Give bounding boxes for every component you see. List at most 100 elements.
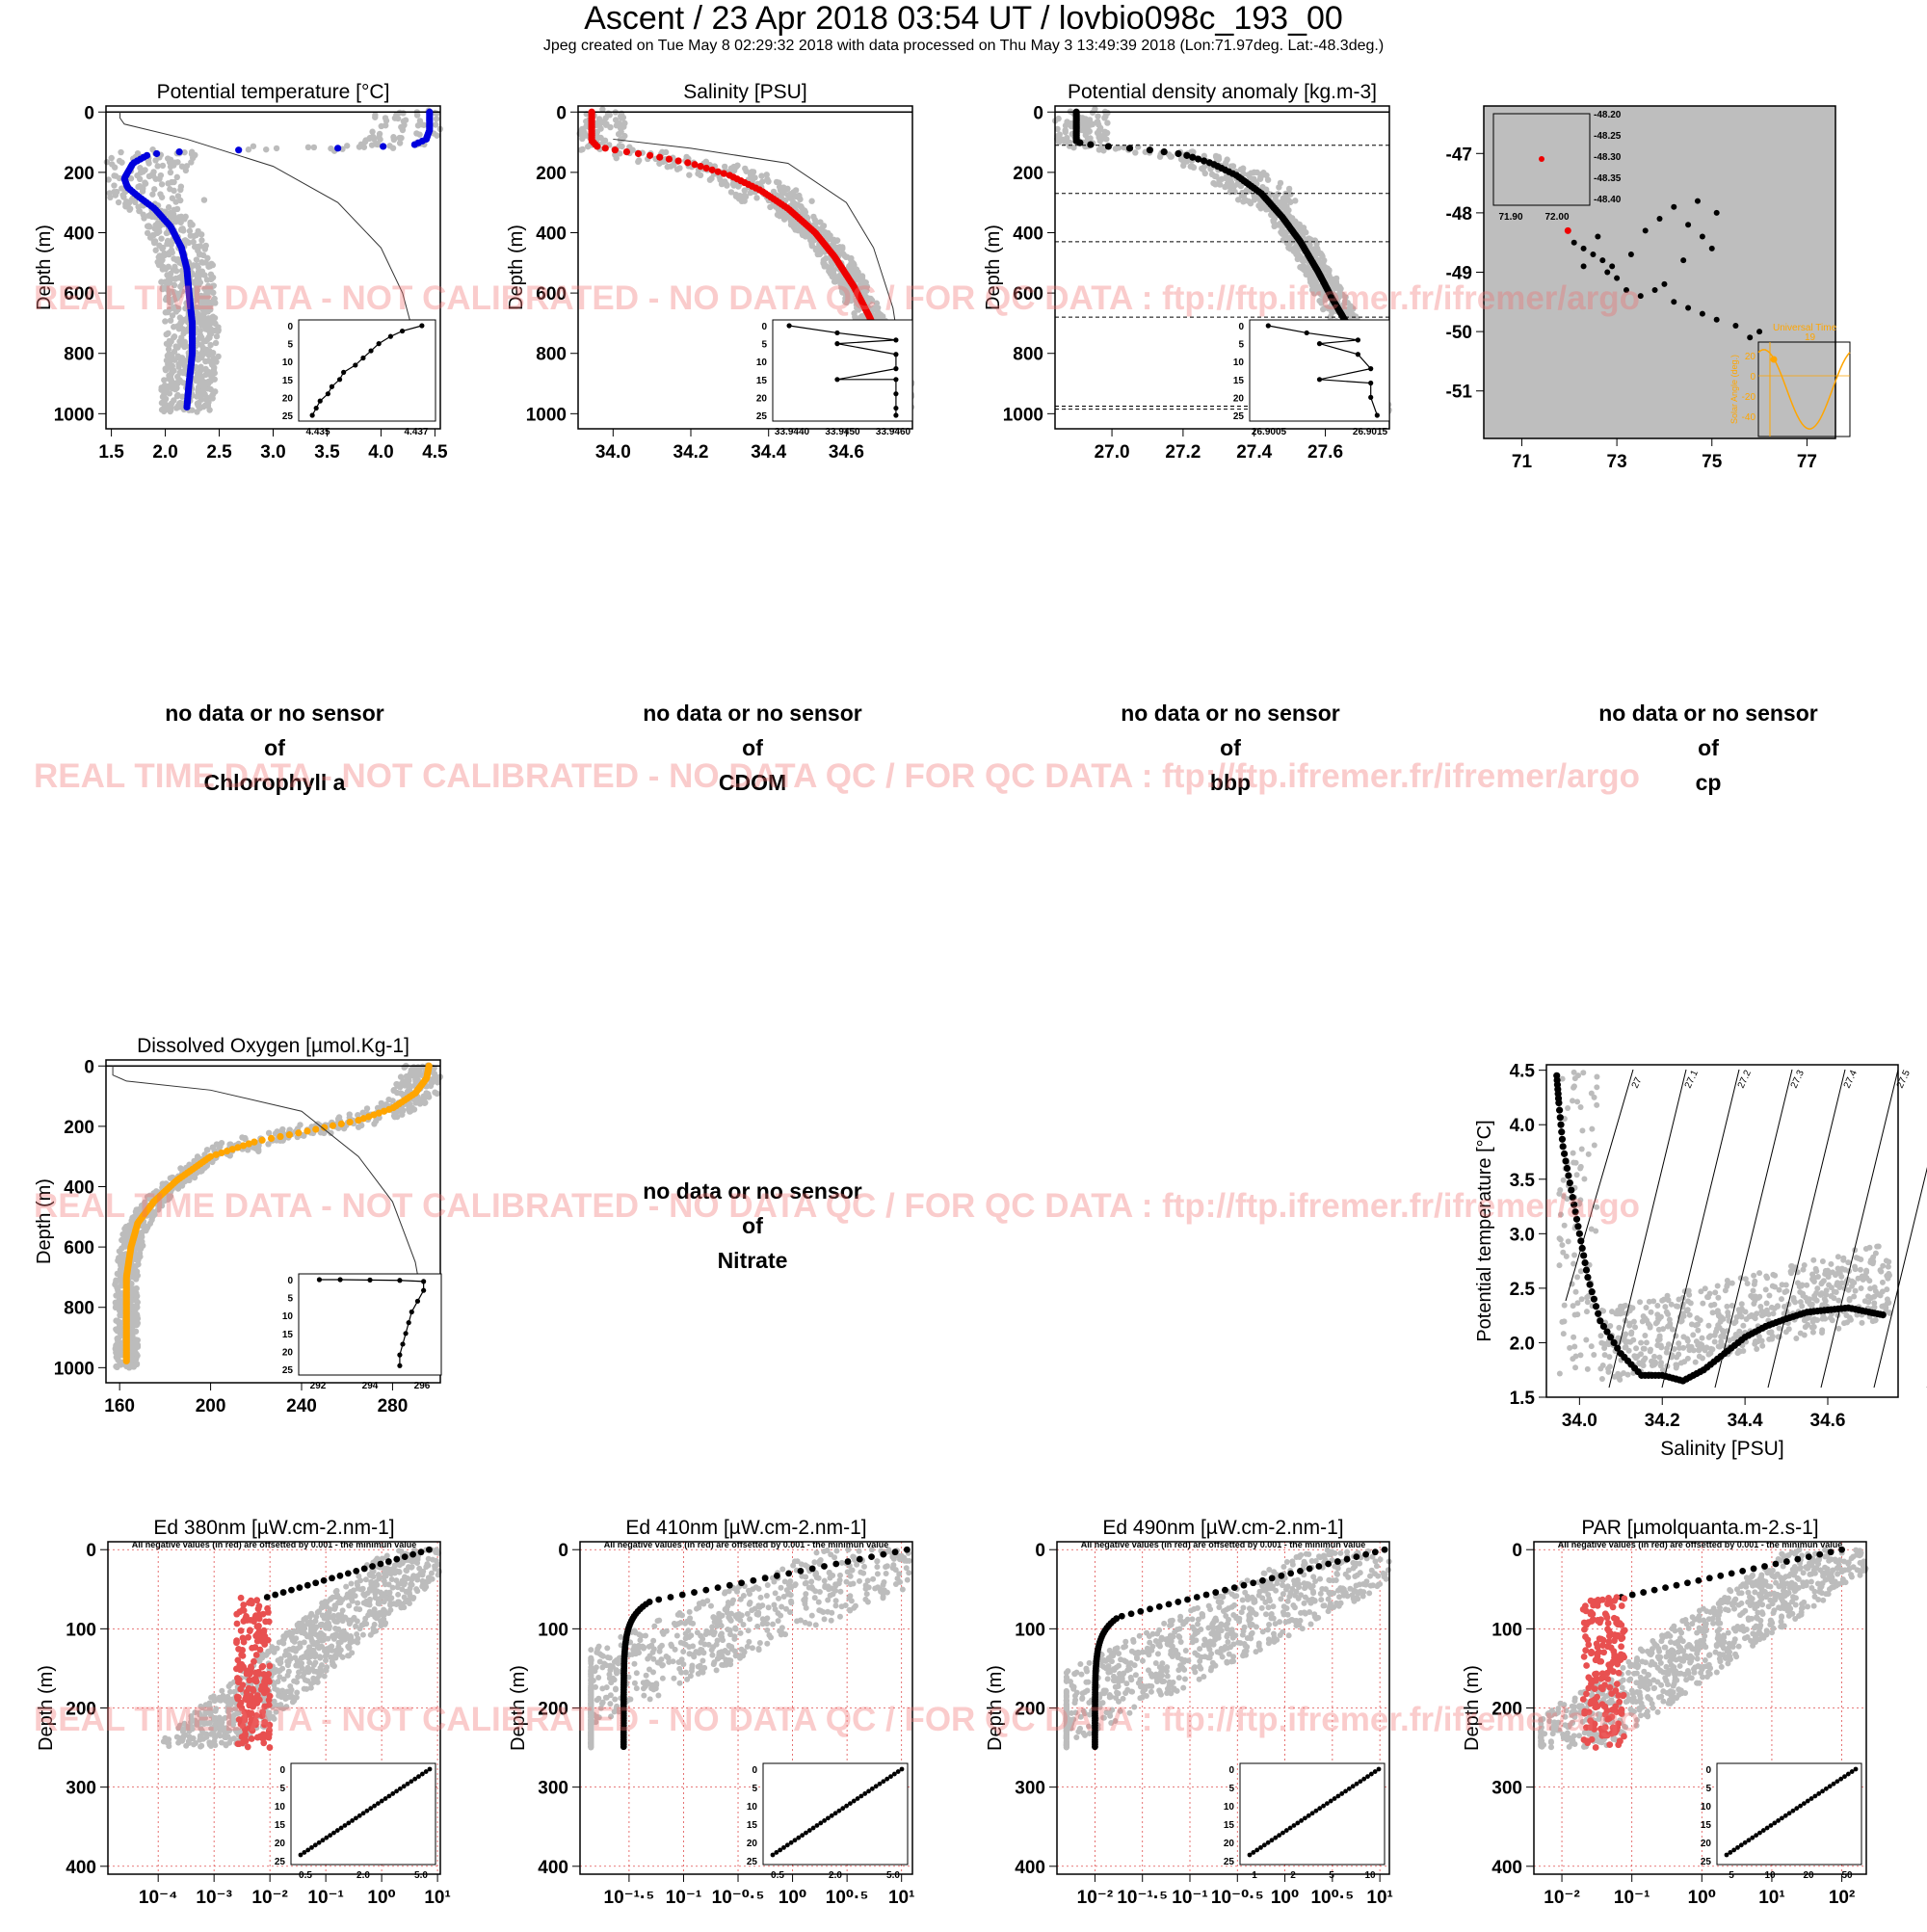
inset-y-tick-label: 10 — [282, 1311, 294, 1322]
envelope-point — [767, 204, 773, 210]
envelope-point — [156, 262, 162, 268]
y-axis-label: Depth (m) — [34, 225, 55, 310]
envelope-point — [167, 352, 172, 357]
envelope-point — [239, 1134, 245, 1140]
profile-point — [656, 154, 663, 161]
profile-point — [380, 143, 386, 149]
envelope-point — [860, 281, 866, 287]
x-tick-label: 1.5 — [98, 442, 124, 463]
envelope-point — [1199, 166, 1204, 172]
envelope-point — [211, 356, 217, 361]
envelope-point — [741, 194, 747, 199]
envelope-point — [167, 390, 172, 396]
envelope-point — [205, 315, 211, 321]
envelope-point — [703, 159, 709, 165]
envelope-point — [1557, 1235, 1563, 1241]
envelope-point — [1674, 1364, 1679, 1370]
envelope-point — [164, 331, 170, 337]
envelope-point — [400, 110, 406, 116]
envelope-point — [153, 248, 159, 253]
envelope-point — [1819, 1327, 1825, 1333]
no-data-line2: of — [541, 730, 964, 765]
inset-y-tick-label: 5 — [1238, 340, 1244, 351]
y-tick-label: -49 — [1446, 264, 1472, 284]
envelope-point — [428, 1083, 434, 1089]
envelope-point — [367, 135, 373, 141]
page-subtitle: Jpeg created on Tue May 8 02:29:32 2018 … — [0, 38, 1927, 55]
envelope-point — [1213, 154, 1219, 160]
inset-point — [407, 1320, 411, 1325]
envelope-point — [1562, 1223, 1568, 1229]
inset-y-tick-label: 15 — [756, 376, 768, 386]
envelope-point — [168, 170, 173, 175]
envelope-point — [808, 198, 814, 204]
envelope-point — [252, 1146, 258, 1151]
envelope-point — [175, 216, 181, 222]
track-point — [1643, 227, 1649, 233]
envelope-point — [1713, 1329, 1719, 1335]
inset-point — [786, 323, 791, 328]
envelope-point — [211, 367, 217, 373]
sun-y-tick-label: 0 — [1750, 372, 1755, 383]
envelope-point — [394, 1090, 400, 1096]
envelope-point — [1695, 1328, 1701, 1334]
y-tick-label: -47 — [1446, 145, 1472, 165]
envelope-point — [212, 388, 218, 394]
envelope-point — [1693, 1360, 1699, 1365]
envelope-point — [1750, 1287, 1755, 1293]
x-tick-label: 3.0 — [260, 442, 285, 463]
envelope-point — [1591, 1352, 1597, 1358]
profile-point — [338, 1121, 345, 1127]
envelope-point — [1700, 1336, 1705, 1341]
envelope-point — [112, 1282, 118, 1287]
envelope-point — [107, 195, 113, 200]
inset-point — [415, 1299, 420, 1304]
inset-x-tick-label: 33.9450 — [825, 427, 860, 437]
envelope-point — [151, 1211, 157, 1217]
envelope-point — [1584, 1309, 1590, 1314]
inset-point — [421, 1288, 426, 1293]
envelope-point — [1658, 1342, 1664, 1348]
envelope-point — [1751, 1273, 1756, 1279]
envelope-point — [178, 317, 184, 323]
envelope-point — [665, 164, 671, 170]
envelope-point — [181, 339, 187, 345]
inset-frame — [299, 1274, 441, 1375]
envelope-point — [198, 300, 203, 305]
envelope-point — [432, 1090, 437, 1096]
envelope-point — [844, 300, 850, 305]
envelope-point — [149, 192, 155, 198]
envelope-point — [158, 235, 164, 241]
envelope-point — [804, 233, 809, 239]
inset-point — [1368, 381, 1373, 385]
envelope-point — [1230, 163, 1236, 169]
envelope-point — [179, 281, 185, 287]
envelope-point — [371, 1121, 377, 1126]
track-point — [1685, 222, 1691, 227]
inset-y-tick-label: 5 — [287, 340, 293, 351]
envelope-point — [410, 1064, 416, 1070]
envelope-point — [617, 120, 622, 126]
profile-point — [312, 1125, 319, 1132]
envelope-point — [113, 1302, 119, 1308]
envelope-point — [416, 131, 422, 137]
y-tick-label: 200 — [1013, 164, 1043, 184]
envelope-point — [119, 192, 125, 198]
envelope-point — [1849, 1284, 1855, 1289]
envelope-point — [198, 259, 204, 265]
envelope-point — [1088, 121, 1094, 127]
envelope-point — [212, 300, 218, 305]
envelope-point — [616, 131, 621, 137]
envelope-point — [1599, 1376, 1605, 1382]
p-ts-svg: 2727.127.227.327.427.527.627.7Potential … — [1426, 1041, 1927, 1465]
envelope-point — [1788, 1270, 1794, 1276]
envelope-point — [810, 214, 816, 220]
no-data-line1: no data or no sensor — [1496, 696, 1920, 730]
envelope-point — [1819, 1280, 1825, 1285]
envelope-point — [196, 384, 201, 390]
envelope-point — [1572, 1075, 1578, 1081]
envelope-point — [1571, 1070, 1577, 1075]
y-tick-label: -50 — [1446, 323, 1472, 343]
x-tick-label: 27.4 — [1236, 442, 1272, 463]
envelope-point — [395, 116, 401, 121]
